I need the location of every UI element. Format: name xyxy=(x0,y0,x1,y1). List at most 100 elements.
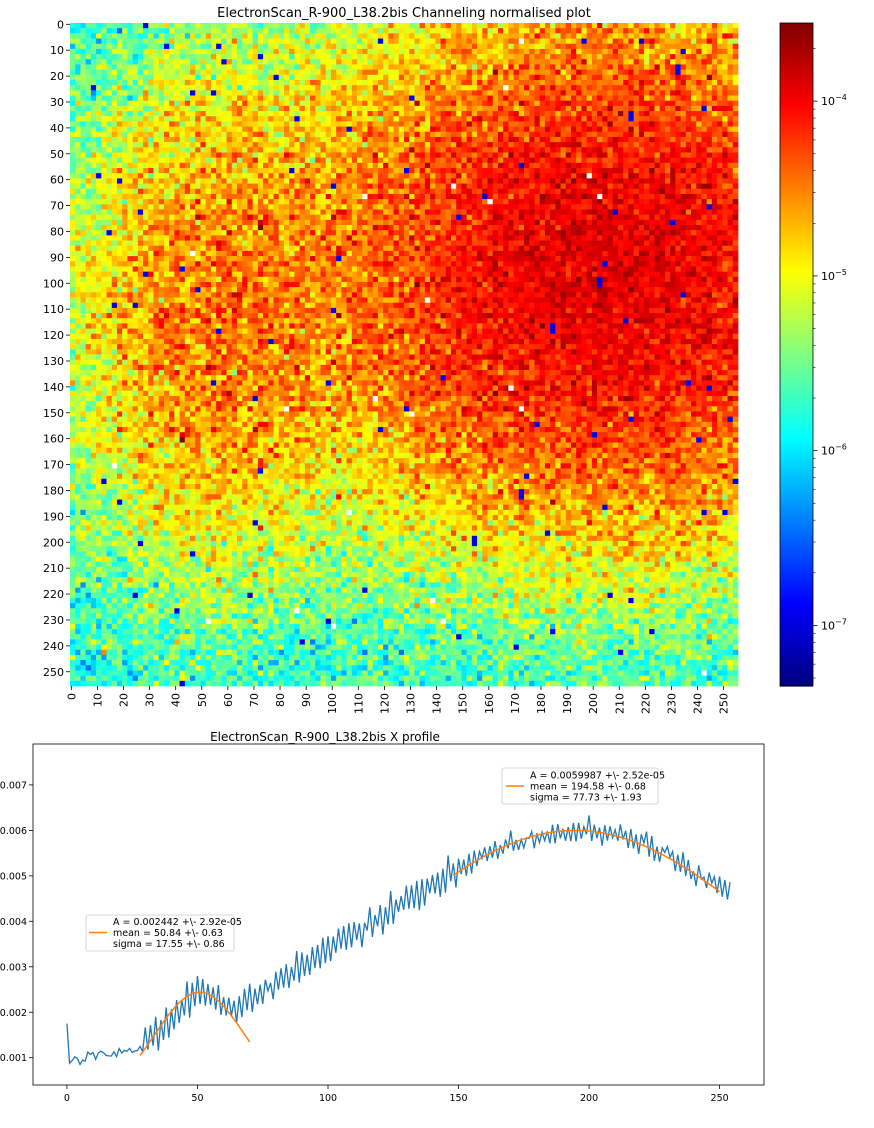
heatmap-cell xyxy=(330,157,337,164)
heatmap-cell xyxy=(450,199,457,205)
heatmap-cell xyxy=(513,157,520,164)
heatmap-cell xyxy=(231,219,238,226)
heatmap-cell xyxy=(628,152,634,159)
heatmap-cell xyxy=(273,219,280,226)
heatmap-cell xyxy=(508,188,514,195)
heatmap-cell xyxy=(445,162,452,169)
heatmap-cell xyxy=(664,152,671,159)
heatmap-cell xyxy=(257,162,264,169)
heatmap-cell xyxy=(623,64,629,70)
heatmap-cell xyxy=(503,59,509,65)
heatmap-cell xyxy=(518,188,525,195)
heatmap-cell xyxy=(597,64,603,70)
heatmap-cell xyxy=(179,209,186,215)
heatmap-cell xyxy=(210,33,217,39)
heatmap-cell xyxy=(200,162,207,169)
heatmap-cell xyxy=(696,64,702,70)
heatmap-cell xyxy=(722,69,728,76)
heatmap-cell xyxy=(534,126,541,133)
heatmap-cell xyxy=(330,142,337,148)
heatmap-cell xyxy=(477,121,483,127)
heatmap-cell xyxy=(503,95,509,102)
heatmap-cell xyxy=(393,168,400,174)
heatmap-cell xyxy=(560,199,567,205)
heatmap-cell xyxy=(727,111,734,117)
heatmap-cell xyxy=(143,219,149,226)
heatmap-cell xyxy=(132,33,139,39)
heatmap-cell xyxy=(377,79,384,86)
heatmap-cell xyxy=(163,111,170,117)
heatmap-cell xyxy=(127,33,133,39)
heatmap-cell xyxy=(351,209,358,215)
heatmap-cell xyxy=(711,121,718,127)
heatmap-cell xyxy=(163,131,170,138)
heatmap-cell xyxy=(143,162,149,169)
heatmap-cell xyxy=(247,33,254,39)
heatmap-cell xyxy=(482,209,488,215)
heatmap-cell xyxy=(576,173,582,179)
heatmap-cell xyxy=(597,54,603,60)
heatmap-cell xyxy=(633,33,640,39)
heatmap-cell xyxy=(163,121,170,127)
heatmap-cell xyxy=(174,90,180,96)
heatmap-cell xyxy=(90,219,97,226)
heatmap-cell xyxy=(722,162,728,169)
heatmap-cell xyxy=(680,162,687,169)
heatmap-cell xyxy=(299,38,306,45)
heatmap-cell xyxy=(529,43,535,50)
heatmap-cell xyxy=(534,199,541,205)
heatmap-cell xyxy=(544,90,551,96)
heatmap-cell xyxy=(70,209,76,215)
heatmap-cell xyxy=(242,43,248,50)
heatmap-cell xyxy=(659,85,666,91)
heatmap-cell xyxy=(414,105,421,112)
heatmap-cell xyxy=(732,126,739,133)
heatmap-cell xyxy=(424,214,431,221)
heatmap-cell xyxy=(461,105,467,112)
heatmap-cell xyxy=(143,121,149,127)
heatmap-cell xyxy=(670,90,676,96)
heatmap-cell xyxy=(445,178,452,184)
heatmap-cell xyxy=(169,188,175,195)
heatmap-cell xyxy=(424,74,431,81)
heatmap-cell xyxy=(487,188,494,195)
heatmap-cell xyxy=(565,111,572,117)
heatmap-cell xyxy=(195,142,201,148)
heatmap-cell xyxy=(466,85,473,91)
heatmap-cell xyxy=(351,79,358,86)
heatmap-cell xyxy=(346,28,353,34)
heatmap-cell xyxy=(75,142,81,148)
heatmap-cell xyxy=(638,178,645,184)
heatmap-cell xyxy=(247,183,254,190)
heatmap-cell xyxy=(544,43,551,50)
heatmap-cell xyxy=(508,162,514,169)
heatmap-cell xyxy=(257,111,264,117)
heatmap-cell xyxy=(649,157,655,164)
heatmap-cell xyxy=(591,219,598,226)
heatmap-cell xyxy=(482,157,488,164)
heatmap-cell xyxy=(96,157,102,164)
heatmap-cell xyxy=(477,23,483,29)
heatmap-cell xyxy=(289,100,295,107)
heatmap-cell xyxy=(377,28,384,34)
heatmap-cell xyxy=(242,74,248,81)
heatmap-cell xyxy=(644,214,650,221)
heatmap-cell xyxy=(706,152,713,159)
heatmap-cell xyxy=(706,85,713,91)
heatmap-cell xyxy=(696,178,702,184)
heatmap-cell xyxy=(430,204,436,210)
heatmap-cell xyxy=(732,188,739,195)
heatmap-cell xyxy=(143,147,149,153)
heatmap-cell xyxy=(466,173,473,179)
heatmap-cell xyxy=(179,157,186,164)
heatmap-cell xyxy=(362,121,368,127)
heatmap-cell xyxy=(555,199,561,205)
heatmap-cell xyxy=(336,116,342,122)
heatmap-cell xyxy=(210,79,217,86)
heatmap-cell xyxy=(597,183,603,190)
heatmap-cell xyxy=(487,105,494,112)
heatmap-cell xyxy=(680,95,687,102)
heatmap-cell xyxy=(388,33,394,39)
heatmap-cell xyxy=(597,188,603,195)
heatmap-cell xyxy=(571,173,577,179)
